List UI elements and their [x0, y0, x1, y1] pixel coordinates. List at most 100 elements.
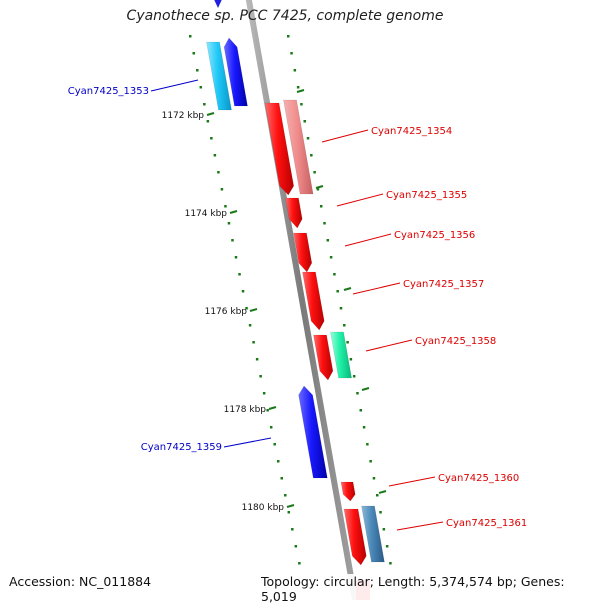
- minor-tick: [385, 545, 389, 548]
- gene-feature: [343, 508, 367, 566]
- minor-tick: [293, 69, 297, 72]
- gene-feature: [283, 99, 314, 195]
- minor-tick: [273, 443, 276, 446]
- minor-tick: [291, 528, 294, 531]
- gene-label[interactable]: Cyan7425_1353: [68, 86, 149, 97]
- gene-label[interactable]: Cyan7425_1360: [438, 473, 519, 484]
- minor-tick: [389, 562, 392, 565]
- minor-tick: [326, 239, 330, 242]
- minor-tick: [269, 426, 273, 429]
- minor-tick: [234, 256, 238, 259]
- minor-tick: [213, 154, 217, 157]
- accession-text: Accession: NC_011884: [9, 574, 152, 589]
- major-tick: [361, 387, 370, 391]
- gene-feature: [293, 232, 313, 273]
- minor-tick: [323, 222, 326, 225]
- gene-leader-line: [223, 437, 272, 448]
- minor-tick: [346, 341, 349, 344]
- gene-label[interactable]: Cyan7425_1359: [141, 442, 222, 453]
- kbp-tick-label: 1180 kbp: [242, 503, 285, 513]
- minor-tick: [366, 443, 369, 446]
- minor-tick: [199, 86, 203, 89]
- minor-tick: [376, 494, 379, 497]
- kbp-tick: [268, 406, 277, 410]
- minor-tick: [280, 477, 284, 480]
- gene-leader-line: [396, 521, 444, 531]
- minor-tick: [329, 256, 333, 259]
- minor-tick: [316, 188, 320, 191]
- gene-label[interactable]: Cyan7425_1357: [403, 279, 484, 290]
- minor-tick: [203, 103, 206, 106]
- minor-tick: [298, 562, 301, 565]
- minor-tick: [196, 69, 199, 72]
- genome-summary-text: Topology: circular; Length: 5,374,574 bp…: [261, 574, 600, 604]
- minor-tick: [356, 392, 359, 395]
- kbp-tick-label: 1174 kbp: [185, 209, 228, 219]
- gene-leader-line: [150, 79, 199, 92]
- minor-tick: [296, 86, 300, 89]
- minor-tick: [189, 35, 192, 38]
- minor-tick: [217, 171, 220, 174]
- gene-label[interactable]: Cyan7425_1361: [446, 518, 527, 529]
- minor-tick: [336, 290, 339, 293]
- minor-tick: [284, 494, 287, 497]
- kbp-tick-label: 1178 kbp: [224, 405, 267, 415]
- tick-layer: 1172 kbp 1174 kbp 1176 kbp 1178 kbp 1180 kbp: [162, 35, 392, 565]
- minor-tick: [206, 120, 210, 123]
- minor-tick: [382, 528, 386, 531]
- gene-leader-line: [344, 233, 392, 247]
- minor-tick: [252, 341, 255, 344]
- gene-feature: [302, 271, 325, 331]
- label-layer: Cyan7425_1353 Cyan7425_1354 Cyan7425_1355 C…: [68, 79, 527, 531]
- gene-feature: [298, 385, 328, 479]
- minor-tick: [287, 511, 291, 514]
- minor-tick: [248, 324, 252, 327]
- gene-leader-line: [388, 476, 436, 487]
- map-title: Cyanothece sp. PCC 7425, complete genome: [126, 8, 444, 24]
- kbp-tick: [206, 112, 215, 116]
- minor-tick: [192, 52, 196, 55]
- gene-layer: [206, 37, 385, 566]
- minor-tick: [343, 324, 346, 327]
- minor-tick: [362, 426, 366, 429]
- gene-feature: [330, 331, 352, 379]
- gene-feature: [264, 102, 295, 196]
- minor-tick: [231, 239, 234, 242]
- gene-leader-line: [321, 129, 369, 143]
- minor-tick: [306, 137, 310, 140]
- minor-tick: [369, 460, 372, 463]
- minor-tick: [359, 409, 363, 412]
- minor-tick: [303, 120, 306, 123]
- minor-tick: [294, 545, 298, 548]
- minor-tick: [290, 52, 293, 55]
- minor-tick: [352, 375, 356, 378]
- minor-tick: [259, 375, 262, 378]
- gene-feature: [223, 37, 248, 107]
- minor-tick: [220, 188, 224, 191]
- gene-label[interactable]: Cyan7425_1354: [371, 126, 452, 137]
- gene-feature: [206, 41, 232, 111]
- gene-label[interactable]: Cyan7425_1358: [415, 336, 496, 347]
- minor-tick: [255, 358, 259, 361]
- gene-label[interactable]: Cyan7425_1355: [386, 190, 467, 201]
- minor-tick: [245, 307, 248, 310]
- gene-leader-line: [365, 339, 413, 352]
- genome-backbone: [245, 0, 359, 600]
- kbp-tick-label: 1172 kbp: [162, 111, 205, 121]
- gene-feature: [313, 334, 334, 381]
- minor-tick: [310, 154, 313, 157]
- minor-tick: [276, 460, 280, 463]
- minor-tick: [287, 35, 290, 38]
- minor-tick: [262, 392, 266, 395]
- major-tick: [343, 287, 352, 291]
- kbp-tick: [229, 210, 238, 214]
- gene-label[interactable]: Cyan7425_1356: [394, 230, 475, 241]
- minor-tick: [319, 205, 323, 208]
- minor-tick: [379, 511, 382, 514]
- minor-tick: [372, 477, 376, 480]
- minor-tick: [349, 358, 353, 361]
- gene-feature: [361, 505, 385, 563]
- minor-tick: [241, 290, 245, 293]
- kbp-tick-label: 1176 kbp: [205, 307, 248, 317]
- kbp-tick: [286, 504, 295, 508]
